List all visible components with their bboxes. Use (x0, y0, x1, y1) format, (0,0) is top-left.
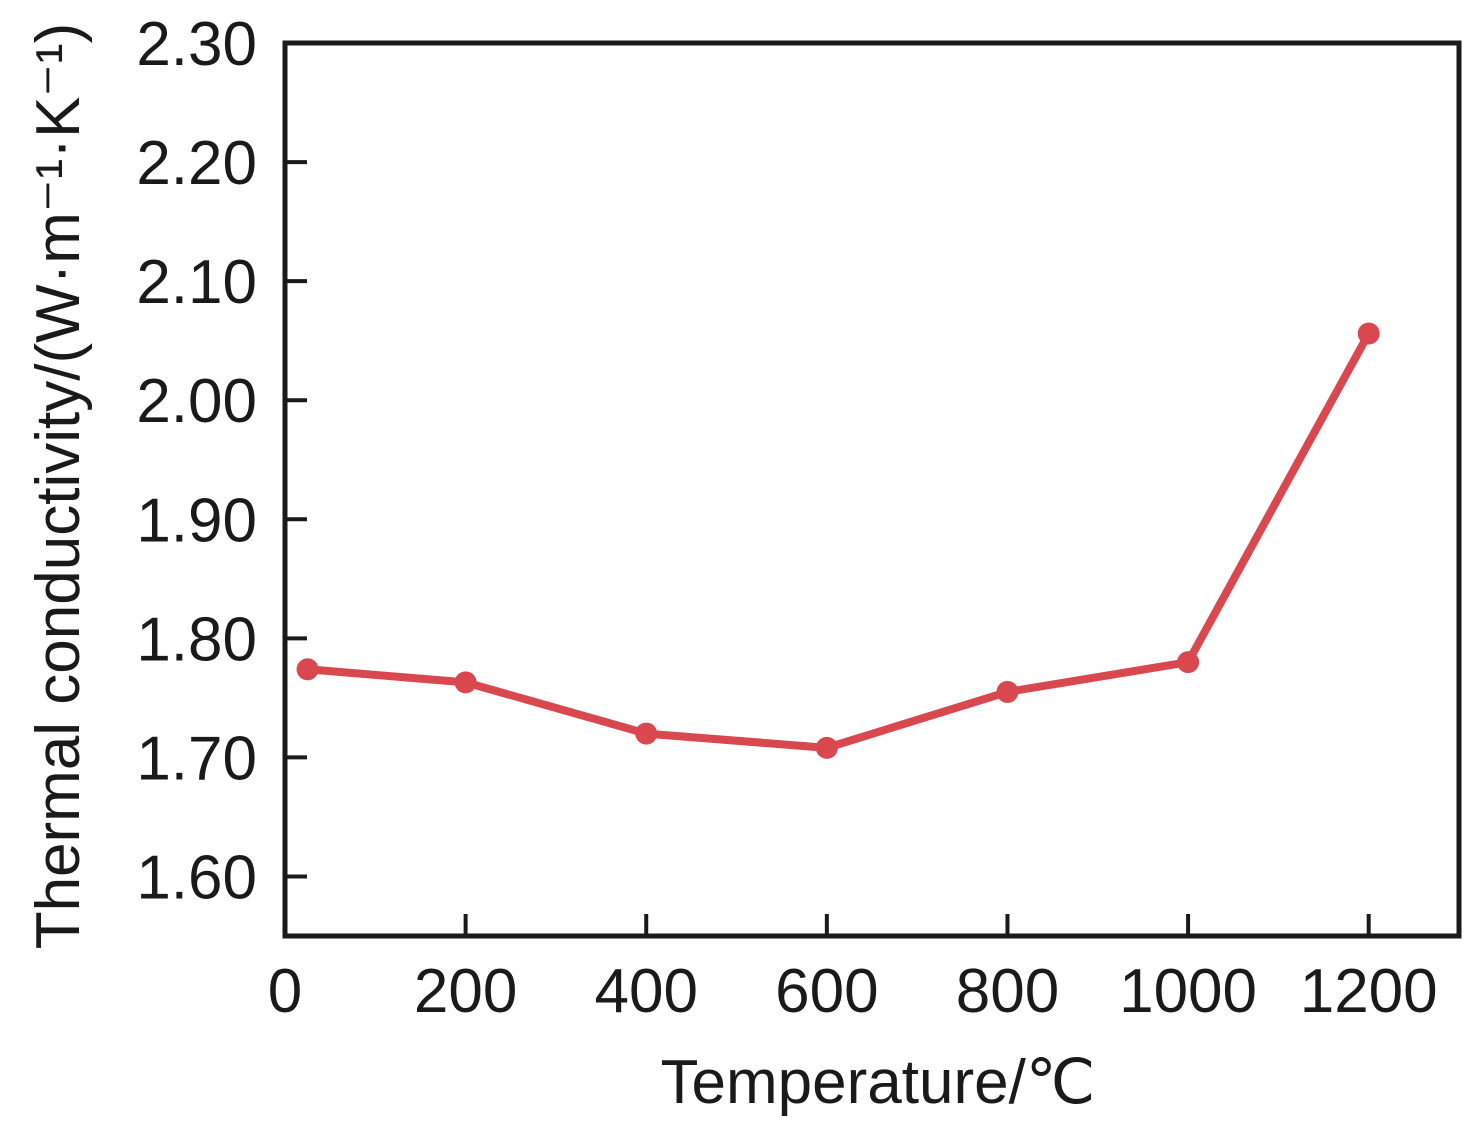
data-point (1177, 651, 1200, 674)
x-tick-label: 200 (414, 957, 517, 1026)
data-point (815, 736, 838, 759)
plot-area (296, 322, 1380, 759)
y-tick-label: 2.00 (136, 367, 257, 436)
data-point (635, 722, 658, 745)
x-axis-title: Temperature/℃ (661, 1048, 1096, 1117)
x-tick-label: 1200 (1300, 957, 1438, 1026)
y-tick-label: 1.90 (136, 486, 257, 555)
y-tick-label: 2.30 (136, 10, 257, 79)
data-point (996, 680, 1019, 703)
x-tick-label: 400 (595, 957, 698, 1026)
x-tick-label: 0 (268, 957, 302, 1026)
x-tick-label: 800 (956, 957, 1059, 1026)
x-axis: 0 200 400 600 800 1000 1200 (268, 914, 1438, 1026)
data-point (1357, 322, 1380, 345)
y-tick-label: 1.80 (136, 605, 257, 674)
y-tick-label: 1.60 (136, 843, 257, 912)
data-point (454, 671, 477, 694)
plot-frame (282, 40, 1462, 939)
x-tick-label: 600 (775, 957, 878, 1026)
data-point (296, 658, 319, 681)
y-tick-label: 2.20 (136, 129, 257, 198)
y-tick-label: 1.70 (136, 724, 257, 793)
y-axis-title: Thermal conductivity/(W·m⁻¹·K⁻¹) (24, 23, 93, 950)
y-tick-label: 2.10 (136, 248, 257, 317)
x-tick-label: 1000 (1119, 957, 1257, 1026)
y-axis: 1.60 1.70 1.80 1.90 2.00 2.10 2.20 2.30 (136, 10, 307, 912)
